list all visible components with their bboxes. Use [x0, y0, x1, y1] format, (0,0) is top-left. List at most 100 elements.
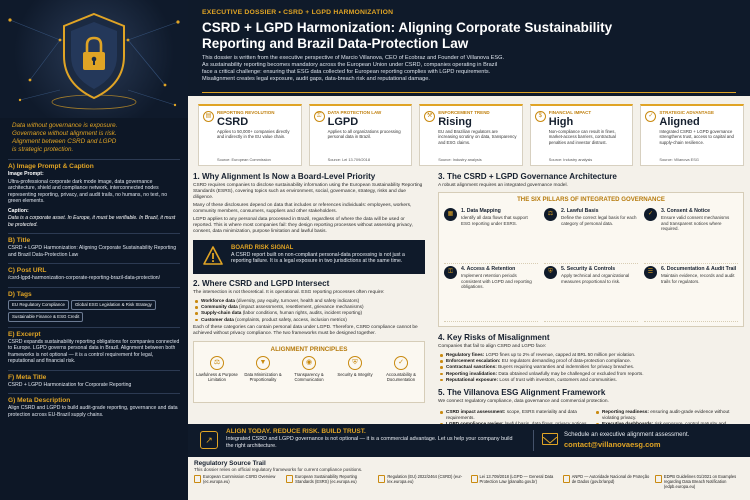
tag-chip[interactable]: Global ESG Legislation & Risk Strategy	[70, 299, 156, 310]
divider	[533, 430, 534, 451]
section-1-heading: 1. Why Alignment Is Now a Board-Level Pr…	[193, 172, 376, 181]
source-item[interactable]: European Sustainability Reporting Standa…	[286, 474, 375, 489]
section-2-heading: 2. Where CSRD and LGPD Intersect	[193, 279, 330, 288]
section-post-url: C) Post URL /csrd-lgpd-harmonization-cor…	[8, 263, 180, 282]
list-item: Reporting invalidation: Data obtained un…	[438, 371, 744, 377]
gavel-icon: ⚒	[424, 111, 436, 122]
filter-icon: ▼	[256, 355, 270, 370]
source-item[interactable]: EDPB Guidelines 01/2021 on Examples rega…	[654, 474, 744, 489]
kpi-card-csrd: ▤ REPORTING REVOLUTION CSRD Applies to 5…	[198, 104, 302, 166]
meta-description-text: Align CSRD and LGPD to build audit-grade…	[8, 405, 178, 418]
section-meta-title: F) Meta Title CSRD + LGPD Harmonization …	[8, 369, 180, 389]
scales-icon: ⚖	[210, 355, 224, 370]
section-heading: D) Tags	[8, 286, 180, 298]
image-prompt-text: Ultra-professional corporate dark mode i…	[8, 178, 168, 205]
document-icon	[470, 475, 478, 483]
kpi-value: Aligned	[659, 116, 700, 128]
key-icon: ⚿	[444, 266, 457, 279]
list-item: Reporting readiness: ensuring audit-grad…	[594, 409, 744, 421]
section-tags: D) Tags EU Regulatory Compliance Global …	[8, 286, 180, 322]
list-item: Reputational exposure: Loss of trust wit…	[438, 377, 744, 383]
list-item: Workforce data (diversity, pay equity, t…	[193, 298, 425, 304]
header: EXECUTIVE DOSSIER • CSRD + LGPD HARMONIZ…	[188, 0, 750, 96]
title-text: CSRD + LGPD Harmonization: Aligning Corp…	[8, 245, 177, 258]
kpi-value: High	[548, 116, 574, 128]
section-heading: E) Excerpt	[8, 326, 180, 338]
excerpt-text: CSRD expands sustainability reporting ob…	[8, 338, 180, 365]
tag-chip[interactable]: EU Regulatory Compliance	[8, 299, 69, 310]
money-icon: $	[534, 111, 546, 122]
consent-icon: ✓	[644, 208, 657, 221]
list-item: Contractual sanctions: Buyers requiring …	[438, 364, 744, 370]
mail-icon	[542, 433, 558, 445]
board-risk-callout: BOARD RISK SIGNAL A CSRD report built on…	[193, 240, 425, 274]
shield-check-icon: ✓	[645, 111, 657, 122]
kpi-card-financial: $ FINANCIAL IMPACT High Non-compliance c…	[529, 104, 634, 166]
document-icon	[286, 475, 294, 483]
section-heading: G) Meta Description	[8, 393, 180, 404]
post-url[interactable]: /csrd-lgpd-harmonization-corporate-repor…	[8, 275, 161, 281]
section-heading: F) Meta Title	[8, 369, 180, 381]
right-column: 3. The CSRD + LGPD Governance Architectu…	[438, 172, 744, 446]
source-trail: Regulatory Source Trail This dossier rel…	[188, 458, 750, 500]
main-content: EXECUTIVE DOSSIER • CSRD + LGPD HARMONIZ…	[188, 0, 750, 500]
caption-text: Data is a corporate asset. In Europe, it…	[8, 215, 176, 228]
list-item: Supply-chain data (labor conditions, hum…	[193, 310, 425, 316]
document-icon	[654, 475, 662, 483]
warning-icon	[203, 246, 223, 265]
tag-chip[interactable]: Sustainable Finance & ESG Credit	[8, 311, 84, 322]
source-item[interactable]: European Commission CSRD Overview (ec.eu…	[194, 474, 283, 489]
kpi-value: Rising	[438, 116, 472, 128]
record-icon: ☰	[644, 266, 657, 279]
pillar-documentation: ☰ 6. Documentation & Audit Trail Maintain …	[644, 264, 738, 322]
kpi-card-strategic: ✓ STRATEGIC ADVANTAGE Aligned Integrated…	[640, 104, 744, 166]
principle-item: ✓ Accountability & Documentation	[378, 355, 424, 382]
principle-item: ▼ Data Minimization & Proportionality	[240, 355, 286, 382]
section-5-heading: 5. The Villanova ESG Alignment Framework	[438, 388, 606, 398]
list-item: Enforcement escalation: EU regulators de…	[438, 358, 744, 364]
cta-text: Schedule an executive alignment assessme…	[564, 431, 690, 438]
six-pillars: THE SIX PILLARS OF INTEGRATED GOVERNANCE…	[438, 192, 744, 327]
map-icon: ▦	[444, 208, 457, 221]
source-item[interactable]: ANPD — Autoridade Nacional de Proteção d…	[562, 474, 652, 489]
list-item: Regulatory fines: LGPD fines up to 2% of…	[438, 352, 744, 358]
kpi-value: CSRD	[217, 116, 249, 128]
risks-list: Regulatory fines: LGPD fines up to 2% of…	[438, 352, 744, 383]
principle-item: ⛨ Security & Integrity	[332, 355, 378, 382]
list-item: Community data (impact assessments, rese…	[193, 304, 425, 310]
principle-item: ◉ Transparency & Communication	[286, 355, 332, 382]
left-column: 1. Why Alignment Is Now a Board-Level Pr…	[193, 172, 425, 403]
hero-image	[0, 0, 188, 118]
meta-title-text: CSRD + LGPD Harmonization for Corporate …	[8, 381, 132, 388]
document-icon	[378, 475, 386, 483]
pillar-consent: ✓ 3. Consent & Notice Ensure valid consent…	[644, 206, 738, 264]
section-heading: C) Post URL	[8, 263, 180, 274]
document-icon: ▤	[203, 111, 214, 122]
security-icon: ⛨	[348, 355, 362, 370]
sidebar: Data without governance is exposure. Gov…	[0, 0, 188, 500]
pillar-lawful-basis: ⚖ 2. Lawful Basis Define the correct legal…	[544, 206, 638, 264]
source-item[interactable]: Lei 13.709/2018 (LGPD — General Data Pro…	[470, 474, 560, 489]
intersection-list: Workforce data (diversity, pay equity, t…	[193, 298, 425, 323]
lock-icon: ⚿	[313, 111, 325, 122]
pillar-access-retention: ⚿ 4. Access & Retention Implement retentio…	[444, 264, 538, 322]
section-heading: A) Image Prompt & Caption	[8, 159, 180, 170]
section-heading: B) Title	[8, 233, 180, 244]
section-image-prompt: A) Image Prompt & Caption Image Prompt: …	[8, 159, 180, 228]
divider	[202, 92, 736, 93]
eyebrow: EXECUTIVE DOSSIER • CSRD + LGPD HARMONIZ…	[202, 9, 394, 16]
alignment-principles: ALIGNMENT PRINCIPLES ⚖ Lawfulness & Purpo…	[193, 340, 425, 403]
section-meta-description: G) Meta Description Align CSRD and LGPD …	[8, 393, 180, 418]
section-title: B) Title CSRD + LGPD Harmonization: Alig…	[8, 233, 180, 258]
audit-icon: ✓	[394, 355, 408, 370]
intro-paragraph: This dossier is written from the executi…	[202, 55, 504, 82]
shield-lock-illustration	[8, 12, 180, 110]
kpi-card-enforcement: ⚒ ENFORCEMENT TREND Rising EU and Brazil…	[419, 104, 523, 166]
principle-item: ⚖ Lawfulness & Purpose Limitation	[194, 355, 240, 382]
lock-icon: ⛨	[544, 266, 557, 279]
source-item[interactable]: Regulation (EU) 2022/2464 (CSRD) (eur-le…	[378, 474, 467, 489]
list-item: CSRD impact assessment: scope, ESRS mate…	[438, 409, 588, 421]
contact-email-link[interactable]: contact@villanovaesg.com	[564, 440, 661, 449]
pillar-security: ⛨ 5. Security & Controls Apply technical a…	[544, 264, 638, 322]
section-excerpt: E) Excerpt CSRD expands sustainability r…	[8, 326, 180, 365]
